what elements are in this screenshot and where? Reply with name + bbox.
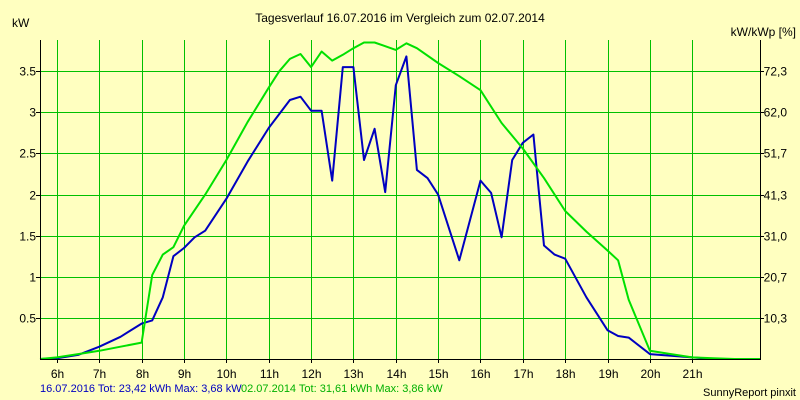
x-tick-label: 15h bbox=[428, 367, 448, 381]
x-tick-label: 6h bbox=[51, 367, 64, 381]
y2-tick-label: 10,3 bbox=[764, 312, 788, 326]
series-line-2016 bbox=[39, 55, 760, 360]
credit-text: SunnyReport pinxit bbox=[703, 387, 796, 399]
x-tick-label: 9h bbox=[178, 367, 191, 381]
y2-tick-label: 41,3 bbox=[764, 189, 788, 203]
y2-tick-label: 72,3 bbox=[764, 65, 788, 79]
series-layer bbox=[39, 41, 760, 360]
y2-tick-label: 62,0 bbox=[764, 106, 788, 120]
y-axis-right-label: kW/kWp [%] bbox=[731, 25, 796, 39]
x-tick-label: 11h bbox=[260, 367, 279, 381]
y-tick-label: 3 bbox=[29, 106, 36, 120]
x-tick-label: 10h bbox=[216, 367, 236, 381]
grid-lines bbox=[40, 40, 760, 359]
chart-title: Tagesverlauf 16.07.2016 im Vergleich zum… bbox=[255, 11, 545, 25]
legend-series-2: 02.07.2014 Tot: 31,61 kWh Max: 3,86 kW bbox=[241, 383, 443, 395]
y-tick-label: 0.5 bbox=[19, 312, 36, 326]
plot-area bbox=[40, 40, 760, 359]
series-line-2014 bbox=[39, 41, 760, 360]
y2-tick-label: 20,7 bbox=[764, 271, 788, 285]
y2-tick-label: 51,7 bbox=[764, 147, 788, 161]
y2-tick-label: 31,0 bbox=[764, 230, 788, 244]
x-tick-label: 17h bbox=[513, 367, 533, 381]
x-tick-label: 18h bbox=[555, 367, 575, 381]
axes bbox=[36, 40, 764, 363]
y-tick-label: 2 bbox=[29, 189, 36, 203]
x-tick-label: 7h bbox=[93, 367, 106, 381]
y-tick-label: 1.5 bbox=[19, 230, 36, 244]
x-tick-label: 16h bbox=[470, 367, 490, 381]
x-tick-label: 13h bbox=[343, 367, 363, 381]
x-tick-label: 21h bbox=[682, 367, 702, 381]
y-tick-label: 3.5 bbox=[19, 65, 36, 79]
y-axis-left-label: kW bbox=[12, 16, 30, 30]
x-tick-label: 20h bbox=[640, 367, 660, 381]
x-tick-label: 19h bbox=[598, 367, 618, 381]
y-tick-label: 2.5 bbox=[19, 147, 36, 161]
legend-series-1: 16.07.2016 Tot: 23,42 kWh Max: 3,68 kW bbox=[40, 383, 242, 395]
tick-labels: 6h 7h 8h 9h 10h 11h 12h 13h 14h 15h 16h 17h 18h 19h 20… bbox=[19, 65, 787, 382]
y-tick-label: 1 bbox=[29, 271, 36, 285]
x-tick-label: 8h bbox=[136, 367, 149, 381]
x-tick-label: 14h bbox=[386, 367, 406, 381]
x-tick-label: 12h bbox=[301, 367, 321, 381]
